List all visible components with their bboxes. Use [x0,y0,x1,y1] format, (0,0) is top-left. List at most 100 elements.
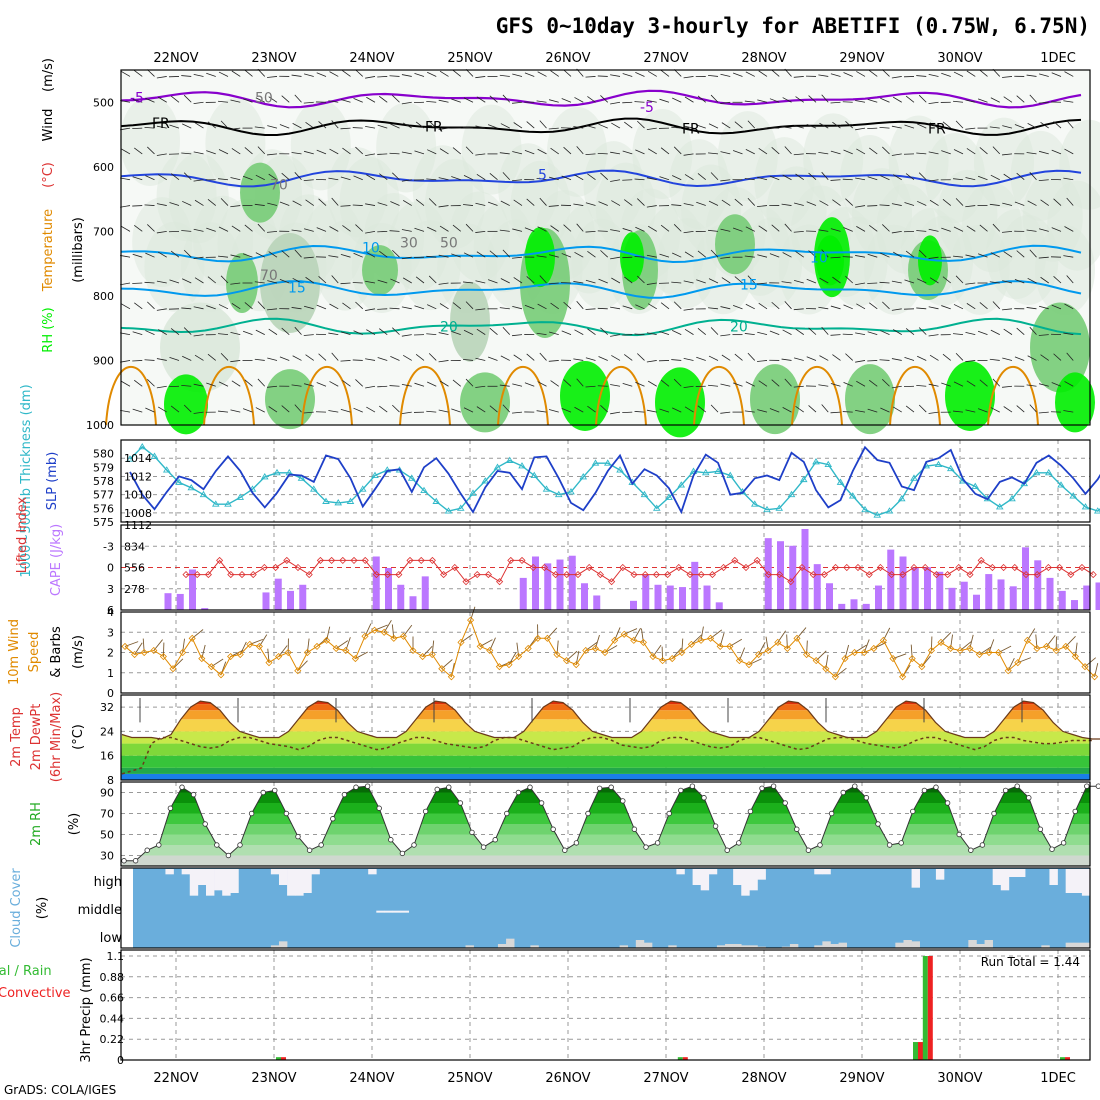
wind-speed-point [371,626,379,634]
wind-barb [1038,73,1049,77]
lifted-index-point [910,563,918,572]
wind-barb [451,98,461,103]
thickness-point [444,507,453,514]
wind-speed-point [399,632,407,640]
wind-barb [452,69,462,77]
wind-barb [744,333,755,336]
contour-label: 70 [270,177,288,193]
wind-barb [916,385,927,387]
wind-barb [830,305,841,310]
lifted-index-point [753,556,761,564]
low-cloud-bar [643,942,653,948]
wind-barb [683,308,694,311]
lifted-index-point [361,556,369,564]
wind-barb [500,355,510,361]
wind-barb [882,224,890,232]
wind-speed-point [467,616,475,624]
thickness-point [1008,494,1016,502]
rh-point [991,810,997,817]
wind-barb [1016,405,1025,413]
wind-barb [132,408,143,413]
wind-barb [132,360,143,362]
wind-barb [585,76,596,78]
wind-barb [1064,226,1074,232]
wind-speed-point [649,652,657,661]
temp-tick-label: 24 [100,725,114,738]
contour-label: 5 [538,168,547,184]
wind-barb [1003,406,1013,413]
rh-point [156,842,162,848]
wind-barb [353,97,363,103]
rh-point [237,842,243,848]
wind-barb [548,254,559,258]
wind-barb [696,356,706,361]
rh-shade [945,360,995,431]
high-cloud-bar [311,869,320,875]
wind-barb [891,125,902,129]
wind-barb [193,73,204,77]
low-cloud-bar [530,945,539,948]
precip-total-bar [913,1042,918,1060]
wind-barb [365,230,376,234]
wind-barb [548,99,559,103]
wind-barb [561,98,572,103]
wind-barb [426,333,437,336]
wind-barb [710,327,719,335]
wind-barb [156,230,167,234]
lifted-index-point [608,578,616,586]
wind-barb [427,71,437,77]
wind-barb [305,122,314,129]
wind-barb [218,178,229,181]
wind-barb [292,200,302,206]
wind-barb [929,277,939,284]
wind-barb [1014,279,1025,284]
lifted-index-point [451,563,459,572]
wind-barb [353,252,363,258]
rh-point [167,805,174,811]
wind-speed-point [534,634,542,642]
wind-barb [905,328,915,335]
wind-barb [267,357,278,361]
wind-barb [303,305,314,310]
lifted-index-point [462,578,470,586]
wind-barb [622,305,633,310]
pressure-tick-label: 500 [93,96,114,109]
wind-barb [720,228,731,232]
lifted-index-point [1033,571,1041,579]
wind-barb [585,308,596,310]
wind-barb [255,174,265,181]
wind-barb [573,358,584,361]
thickness-point [775,504,784,511]
cape-bar [715,602,723,610]
wind-barb [782,252,792,258]
wind-barb [352,127,363,129]
cape-bar [789,545,797,610]
wind-barb [244,69,253,77]
wind-barb [267,125,278,129]
wind-barb [193,228,204,232]
wind-barb [121,71,131,77]
thickness-point [763,505,771,513]
wind-barb [869,379,878,387]
wind-barb [389,230,400,232]
wind-barb [635,72,645,77]
wind-barb [292,355,302,361]
wind-barb [281,405,290,413]
lifted-index-point [988,563,996,572]
wind-barb [524,304,535,310]
wind-barb [683,357,694,361]
rh-point [1049,846,1055,852]
wind-barb [721,199,731,206]
wind-barb [147,379,155,387]
wind-barb [513,122,523,129]
wind-barb [329,381,339,387]
lifted-index-point [787,578,795,586]
wind-barb [377,153,388,155]
cape-bar [544,563,552,610]
wind-barb [830,101,841,104]
wind-barb [953,100,964,103]
cape-bar [875,585,882,610]
wind-barb [145,252,155,258]
wind-barb [683,203,694,206]
thickness-point [371,471,379,478]
